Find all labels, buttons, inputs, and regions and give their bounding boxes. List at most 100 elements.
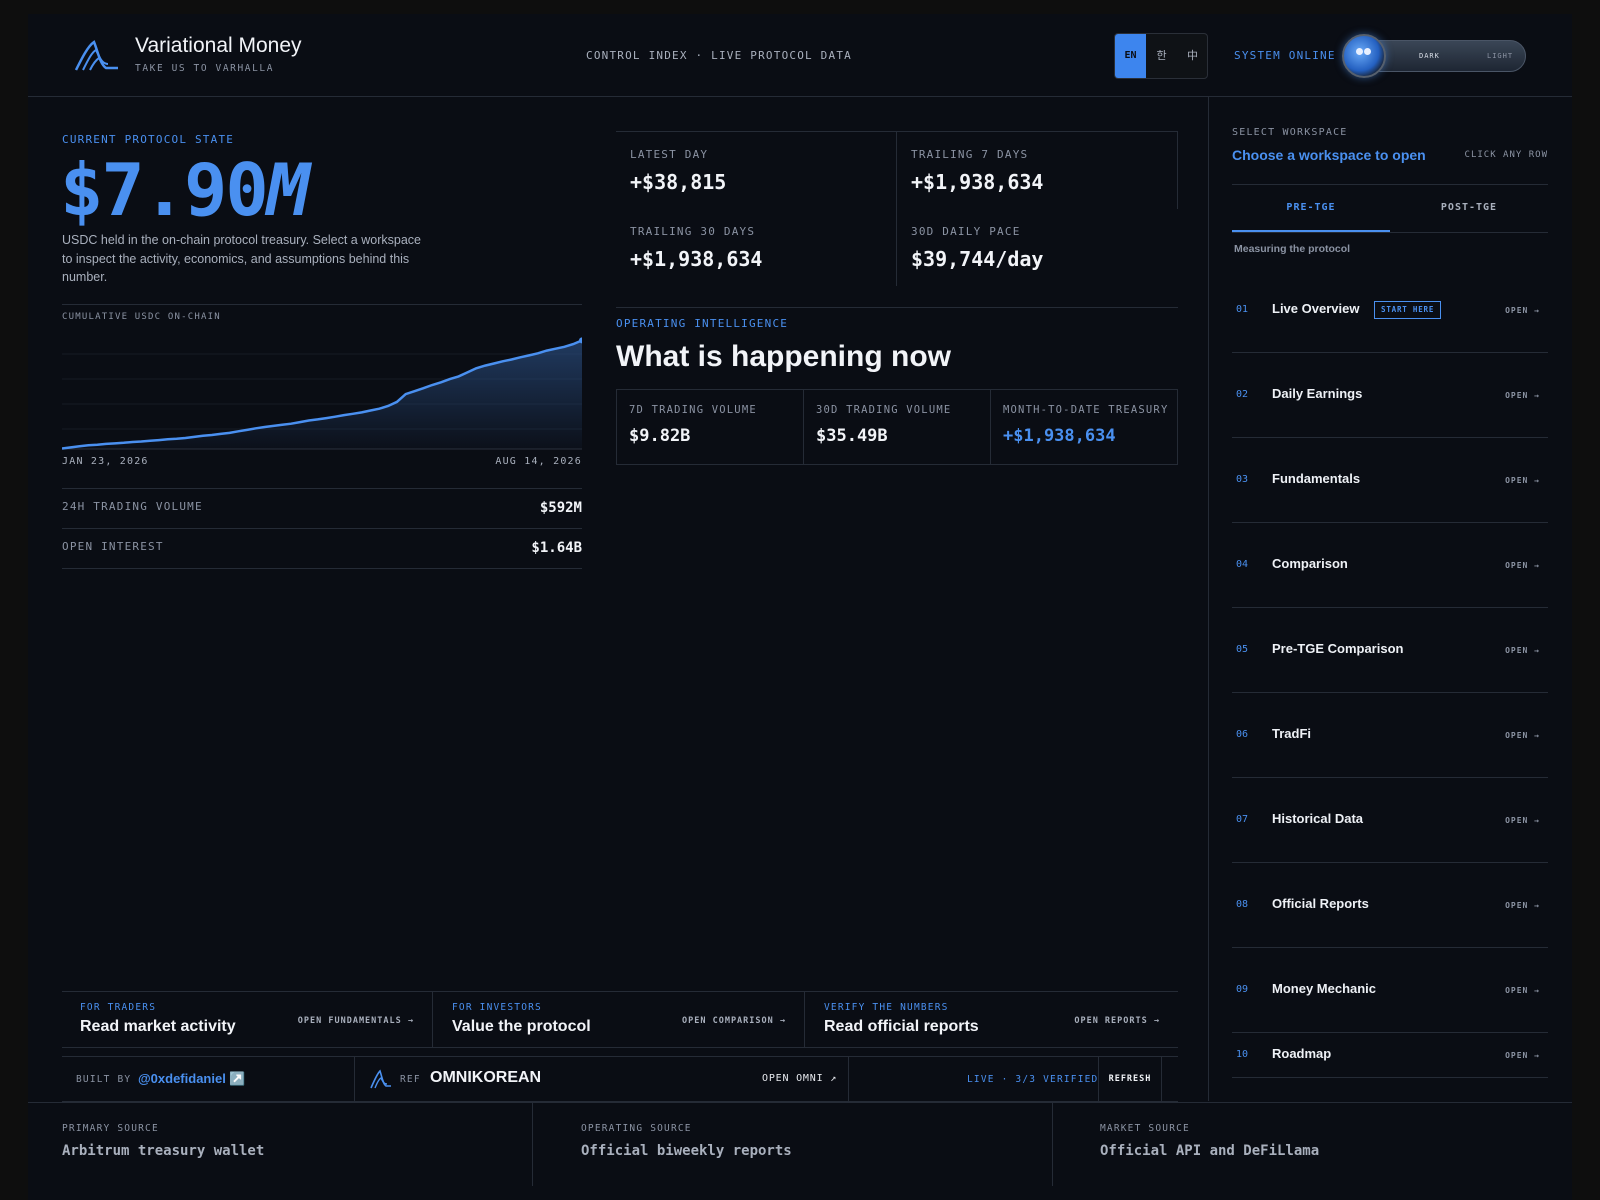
built-by-link[interactable]: @0xdefidaniel ↗️ — [138, 1071, 246, 1086]
workspace-row-name: Comparison — [1272, 556, 1348, 571]
workspace-row-name: Daily Earnings — [1272, 386, 1363, 401]
intel-top-divider — [616, 307, 1178, 308]
workspace-row-open[interactable]: OPEN → — [1505, 646, 1540, 655]
system-status: SYSTEM ONLINE — [1234, 49, 1336, 62]
workspace-row[interactable]: 01 Live Overview START HERE OPEN → — [1232, 268, 1548, 353]
audience-link-investors[interactable]: FOR INVESTORS Value the protocol OPEN CO… — [434, 992, 805, 1047]
theme-dark-label: DARK — [1419, 52, 1440, 60]
workspace-row-number: 04 — [1236, 559, 1249, 570]
audience-link-traders[interactable]: FOR TRADERS Read market activity OPEN FU… — [62, 992, 433, 1047]
intel-card-value: +$1,938,634 — [1003, 426, 1116, 446]
workspace-row-name: Historical Data — [1272, 811, 1364, 826]
workspace-row-number: 01 — [1236, 304, 1249, 315]
chart-area — [62, 340, 582, 449]
workspace-row[interactable]: 09 Money Mechanic OPEN → — [1232, 948, 1548, 1033]
workspace-row-open[interactable]: OPEN → — [1505, 816, 1540, 825]
theme-toggle-knob[interactable] — [1342, 34, 1386, 78]
protocol-state-value: $7.90M — [60, 148, 310, 232]
intel-card-label: 30D TRADING VOLUME — [816, 404, 952, 416]
metric-value: $592M — [539, 500, 582, 516]
source-value: Official API and DeFiLlama — [1100, 1143, 1320, 1159]
workspace-section-label: Measuring the protocol — [1234, 243, 1351, 255]
source-label: PRIMARY SOURCE — [62, 1123, 159, 1134]
workspace-row-number: 07 — [1236, 814, 1249, 825]
workspace-row-name: Roadmap — [1272, 1046, 1332, 1061]
intel-card: MONTH-TO-DATE TREASURY +$1,938,634 — [991, 390, 1177, 464]
lang-en-button[interactable]: EN — [1115, 34, 1146, 78]
workspace-row-open[interactable]: OPEN → — [1505, 901, 1540, 910]
stat-value: +$1,938,634 — [630, 247, 763, 271]
protocol-state-unit: M — [266, 148, 310, 232]
stat-label: 30D DAILY PACE — [911, 225, 1021, 238]
stat-label: LATEST DAY — [630, 148, 709, 161]
metrics-divider — [62, 528, 582, 529]
sidebar-divider — [1208, 97, 1209, 1101]
workspace-row-name: Fundamentals — [1272, 471, 1361, 486]
workspace-row-open[interactable]: OPEN → — [1505, 561, 1540, 570]
chart-x-end-label: AUG 14, 2026 — [495, 456, 582, 467]
workspace-row-name: Money Mechanic — [1272, 981, 1377, 996]
stat-label: TRAILING 30 DAYS — [630, 225, 756, 238]
ref-label: REF — [400, 1074, 421, 1085]
audience-kicker: FOR TRADERS — [80, 1002, 157, 1013]
refresh-button[interactable]: REFRESH — [1098, 1057, 1162, 1101]
lang-ko-button[interactable]: 한 — [1156, 50, 1167, 62]
workspace-row[interactable]: 10 Roadmap OPEN → — [1232, 1033, 1548, 1078]
workspace-row[interactable]: 04 Comparison OPEN → — [1232, 523, 1548, 608]
workspace-row-name: Official Reports — [1272, 896, 1369, 911]
source-value: Arbitrum treasury wallet — [62, 1143, 265, 1159]
stats-right-border — [1177, 131, 1178, 209]
chart-title: CUMULATIVE USDC ON-CHAIN — [62, 312, 221, 322]
workspace-row-number: 03 — [1236, 474, 1249, 485]
workspace-row[interactable]: 03 Fundamentals OPEN → — [1232, 438, 1548, 523]
chart-x-start-label: JAN 23, 2026 — [62, 456, 149, 467]
workspace-row[interactable]: 05 Pre-TGE Comparison OPEN → — [1232, 608, 1548, 693]
lang-zh-button[interactable]: 中 — [1187, 50, 1198, 62]
open-omni-link[interactable]: OPEN OMNI ↗ — [762, 1073, 838, 1084]
audience-links: FOR TRADERS Read market activity OPEN FU… — [62, 991, 1178, 1048]
metric-label: OPEN INTEREST — [62, 540, 164, 553]
workspace-row-open[interactable]: OPEN → — [1505, 391, 1540, 400]
workspace-row[interactable]: 06 TradFi OPEN → — [1232, 693, 1548, 778]
workspace-row[interactable]: 02 Daily Earnings OPEN → — [1232, 353, 1548, 438]
intel-card: 30D TRADING VOLUME $35.49B — [804, 390, 991, 464]
brand-logo-icon — [74, 40, 118, 71]
workspace-row-open[interactable]: OPEN → — [1505, 306, 1540, 315]
omni-logo-icon — [370, 1069, 391, 1089]
workspace-row-open[interactable]: OPEN → — [1505, 731, 1540, 740]
workspace-row-open[interactable]: OPEN → — [1505, 986, 1540, 995]
footer-bar: BUILT BY @0xdefidaniel ↗️ REF OMNIKOREAN… — [62, 1056, 1178, 1102]
start-here-badge: START HERE — [1374, 301, 1442, 319]
workspace-row[interactable]: 08 Official Reports OPEN → — [1232, 863, 1548, 948]
intel-label: OPERATING INTELLIGENCE — [616, 317, 789, 330]
source-value: Official biweekly reports — [581, 1143, 792, 1159]
workspace-row-number: 09 — [1236, 984, 1249, 995]
workspace-row-open[interactable]: OPEN → — [1505, 1051, 1540, 1060]
tab-pre-tge[interactable]: PRE-TGE — [1232, 185, 1390, 232]
workspace-row[interactable]: 07 Historical Data OPEN → — [1232, 778, 1548, 863]
workspace-row-number: 02 — [1236, 389, 1249, 400]
workspace-row-number: 08 — [1236, 899, 1249, 910]
metrics-divider — [62, 488, 582, 489]
chart-end-point — [579, 337, 582, 344]
audience-link-verify[interactable]: VERIFY THE NUMBERS Read official reports… — [806, 992, 1178, 1047]
stat-label: TRAILING 7 DAYS — [911, 148, 1029, 161]
workspace-row-open[interactable]: OPEN → — [1505, 476, 1540, 485]
audience-action[interactable]: OPEN FUNDAMENTALS → — [297, 1016, 414, 1026]
tab-post-tge[interactable]: POST-TGE — [1440, 202, 1498, 213]
intel-card: 7D TRADING VOLUME $9.82B — [617, 390, 804, 464]
source-label: OPERATING SOURCE — [581, 1123, 692, 1134]
knob-eye-icon — [1356, 48, 1363, 55]
workspace-hint: CLICK ANY ROW — [1464, 150, 1548, 160]
workspace-divider — [1232, 184, 1548, 185]
intel-card-label: MONTH-TO-DATE TREASURY — [1003, 404, 1169, 416]
theme-light-label: LIGHT — [1487, 52, 1514, 60]
audience-action[interactable]: OPEN REPORTS → — [1074, 1016, 1160, 1026]
audience-kicker: FOR INVESTORS — [452, 1002, 542, 1013]
audience-action[interactable]: OPEN COMPARISON → — [682, 1016, 786, 1026]
brand-logo[interactable] — [74, 38, 120, 72]
stat-value: +$1,938,634 — [911, 170, 1044, 194]
workspace-row-number: 06 — [1236, 729, 1249, 740]
sources-divider — [532, 1103, 533, 1186]
workspace-label: SELECT WORKSPACE — [1232, 127, 1348, 138]
